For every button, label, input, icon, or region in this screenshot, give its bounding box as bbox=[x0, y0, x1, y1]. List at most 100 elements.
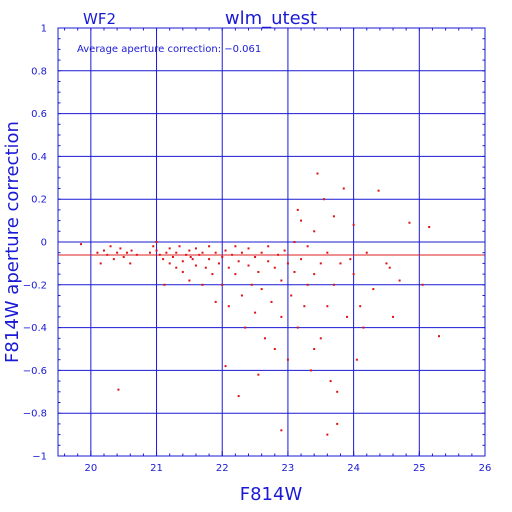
plot-frame bbox=[57, 27, 486, 457]
data-point bbox=[313, 348, 316, 350]
data-point bbox=[188, 249, 191, 252]
x-tick-label: 22 bbox=[216, 463, 229, 474]
data-point bbox=[280, 429, 283, 432]
data-point bbox=[194, 247, 197, 250]
data-point bbox=[355, 358, 358, 361]
data-point bbox=[300, 258, 303, 261]
data-point bbox=[313, 273, 316, 276]
data-point bbox=[234, 245, 237, 248]
y-tick-label: 0 bbox=[41, 238, 47, 249]
data-point bbox=[438, 335, 441, 338]
y-tick-label: 0.6 bbox=[31, 109, 47, 120]
data-point bbox=[201, 251, 204, 254]
data-point bbox=[194, 264, 197, 267]
data-point bbox=[323, 198, 326, 201]
data-point bbox=[247, 264, 250, 267]
data-point bbox=[250, 283, 253, 286]
data-point bbox=[303, 305, 306, 308]
data-point bbox=[237, 260, 240, 263]
y-tick-label: 1 bbox=[41, 24, 47, 35]
data-point bbox=[290, 294, 293, 297]
data-point bbox=[286, 358, 289, 361]
data-point bbox=[224, 365, 227, 368]
data-point bbox=[326, 305, 329, 308]
data-point bbox=[227, 305, 230, 308]
data-point bbox=[201, 283, 204, 286]
data-point bbox=[392, 315, 395, 318]
data-point bbox=[163, 283, 166, 286]
data-point bbox=[346, 315, 349, 318]
data-point bbox=[227, 266, 230, 269]
data-point bbox=[280, 315, 283, 318]
data-point bbox=[178, 245, 181, 248]
x-tick-label: 26 bbox=[479, 463, 492, 474]
x-axis-label: F814W bbox=[240, 484, 303, 505]
data-point bbox=[267, 245, 270, 248]
data-point bbox=[283, 249, 286, 252]
data-point bbox=[99, 262, 102, 265]
x-tick-label: 20 bbox=[84, 463, 97, 474]
data-point bbox=[109, 245, 112, 248]
data-point bbox=[267, 260, 270, 263]
data-point bbox=[247, 247, 250, 250]
data-point bbox=[293, 270, 296, 273]
data-point bbox=[152, 245, 155, 248]
data-point bbox=[385, 262, 388, 265]
data-point bbox=[342, 187, 345, 190]
data-point bbox=[102, 249, 105, 252]
data-point bbox=[237, 395, 240, 398]
data-point bbox=[168, 247, 171, 250]
data-point bbox=[168, 262, 171, 265]
data-point bbox=[362, 326, 365, 329]
average-annotation: Average aperture correction: −0.061 bbox=[77, 44, 261, 55]
data-point bbox=[171, 255, 174, 258]
y-tick-label: −0.6 bbox=[23, 366, 47, 377]
data-point bbox=[214, 300, 217, 303]
data-point bbox=[130, 249, 133, 252]
data-point bbox=[388, 266, 391, 269]
data-point bbox=[162, 258, 165, 261]
data-point bbox=[254, 311, 257, 314]
data-point bbox=[221, 283, 224, 286]
data-point bbox=[372, 288, 375, 291]
data-point bbox=[319, 262, 322, 265]
y-tick-label: 0.8 bbox=[31, 66, 47, 77]
data-point bbox=[96, 251, 99, 254]
data-point bbox=[211, 273, 214, 276]
data-point bbox=[191, 258, 194, 261]
data-point bbox=[296, 326, 299, 329]
data-point bbox=[175, 251, 178, 254]
data-point bbox=[273, 266, 276, 269]
chart-title: wlm_utest bbox=[225, 8, 317, 29]
data-point bbox=[116, 251, 119, 254]
data-point bbox=[240, 294, 243, 297]
data-point bbox=[117, 388, 120, 391]
data-point bbox=[349, 258, 352, 261]
data-point bbox=[313, 230, 316, 233]
data-point bbox=[326, 251, 329, 254]
data-point bbox=[214, 251, 217, 254]
x-tick-label: 25 bbox=[413, 463, 426, 474]
data-point bbox=[306, 283, 309, 286]
data-point bbox=[352, 273, 355, 276]
y-tick-label: −0.2 bbox=[23, 280, 47, 291]
data-point bbox=[260, 288, 263, 291]
data-point bbox=[208, 245, 211, 248]
data-point bbox=[257, 373, 260, 376]
data-point bbox=[79, 243, 82, 246]
data-point bbox=[359, 305, 362, 308]
data-point bbox=[336, 390, 339, 393]
data-point bbox=[286, 262, 289, 265]
data-point bbox=[377, 189, 380, 192]
y-axis-label: F814W aperture correction bbox=[2, 121, 23, 363]
data-point bbox=[309, 369, 312, 372]
data-point bbox=[260, 251, 263, 254]
data-point bbox=[293, 241, 296, 243]
data-point bbox=[306, 245, 309, 248]
data-point bbox=[175, 266, 178, 269]
data-point bbox=[122, 255, 125, 258]
x-tick-label: 24 bbox=[347, 463, 360, 474]
data-point bbox=[319, 337, 322, 340]
data-point bbox=[365, 251, 368, 254]
data-point bbox=[263, 337, 266, 340]
